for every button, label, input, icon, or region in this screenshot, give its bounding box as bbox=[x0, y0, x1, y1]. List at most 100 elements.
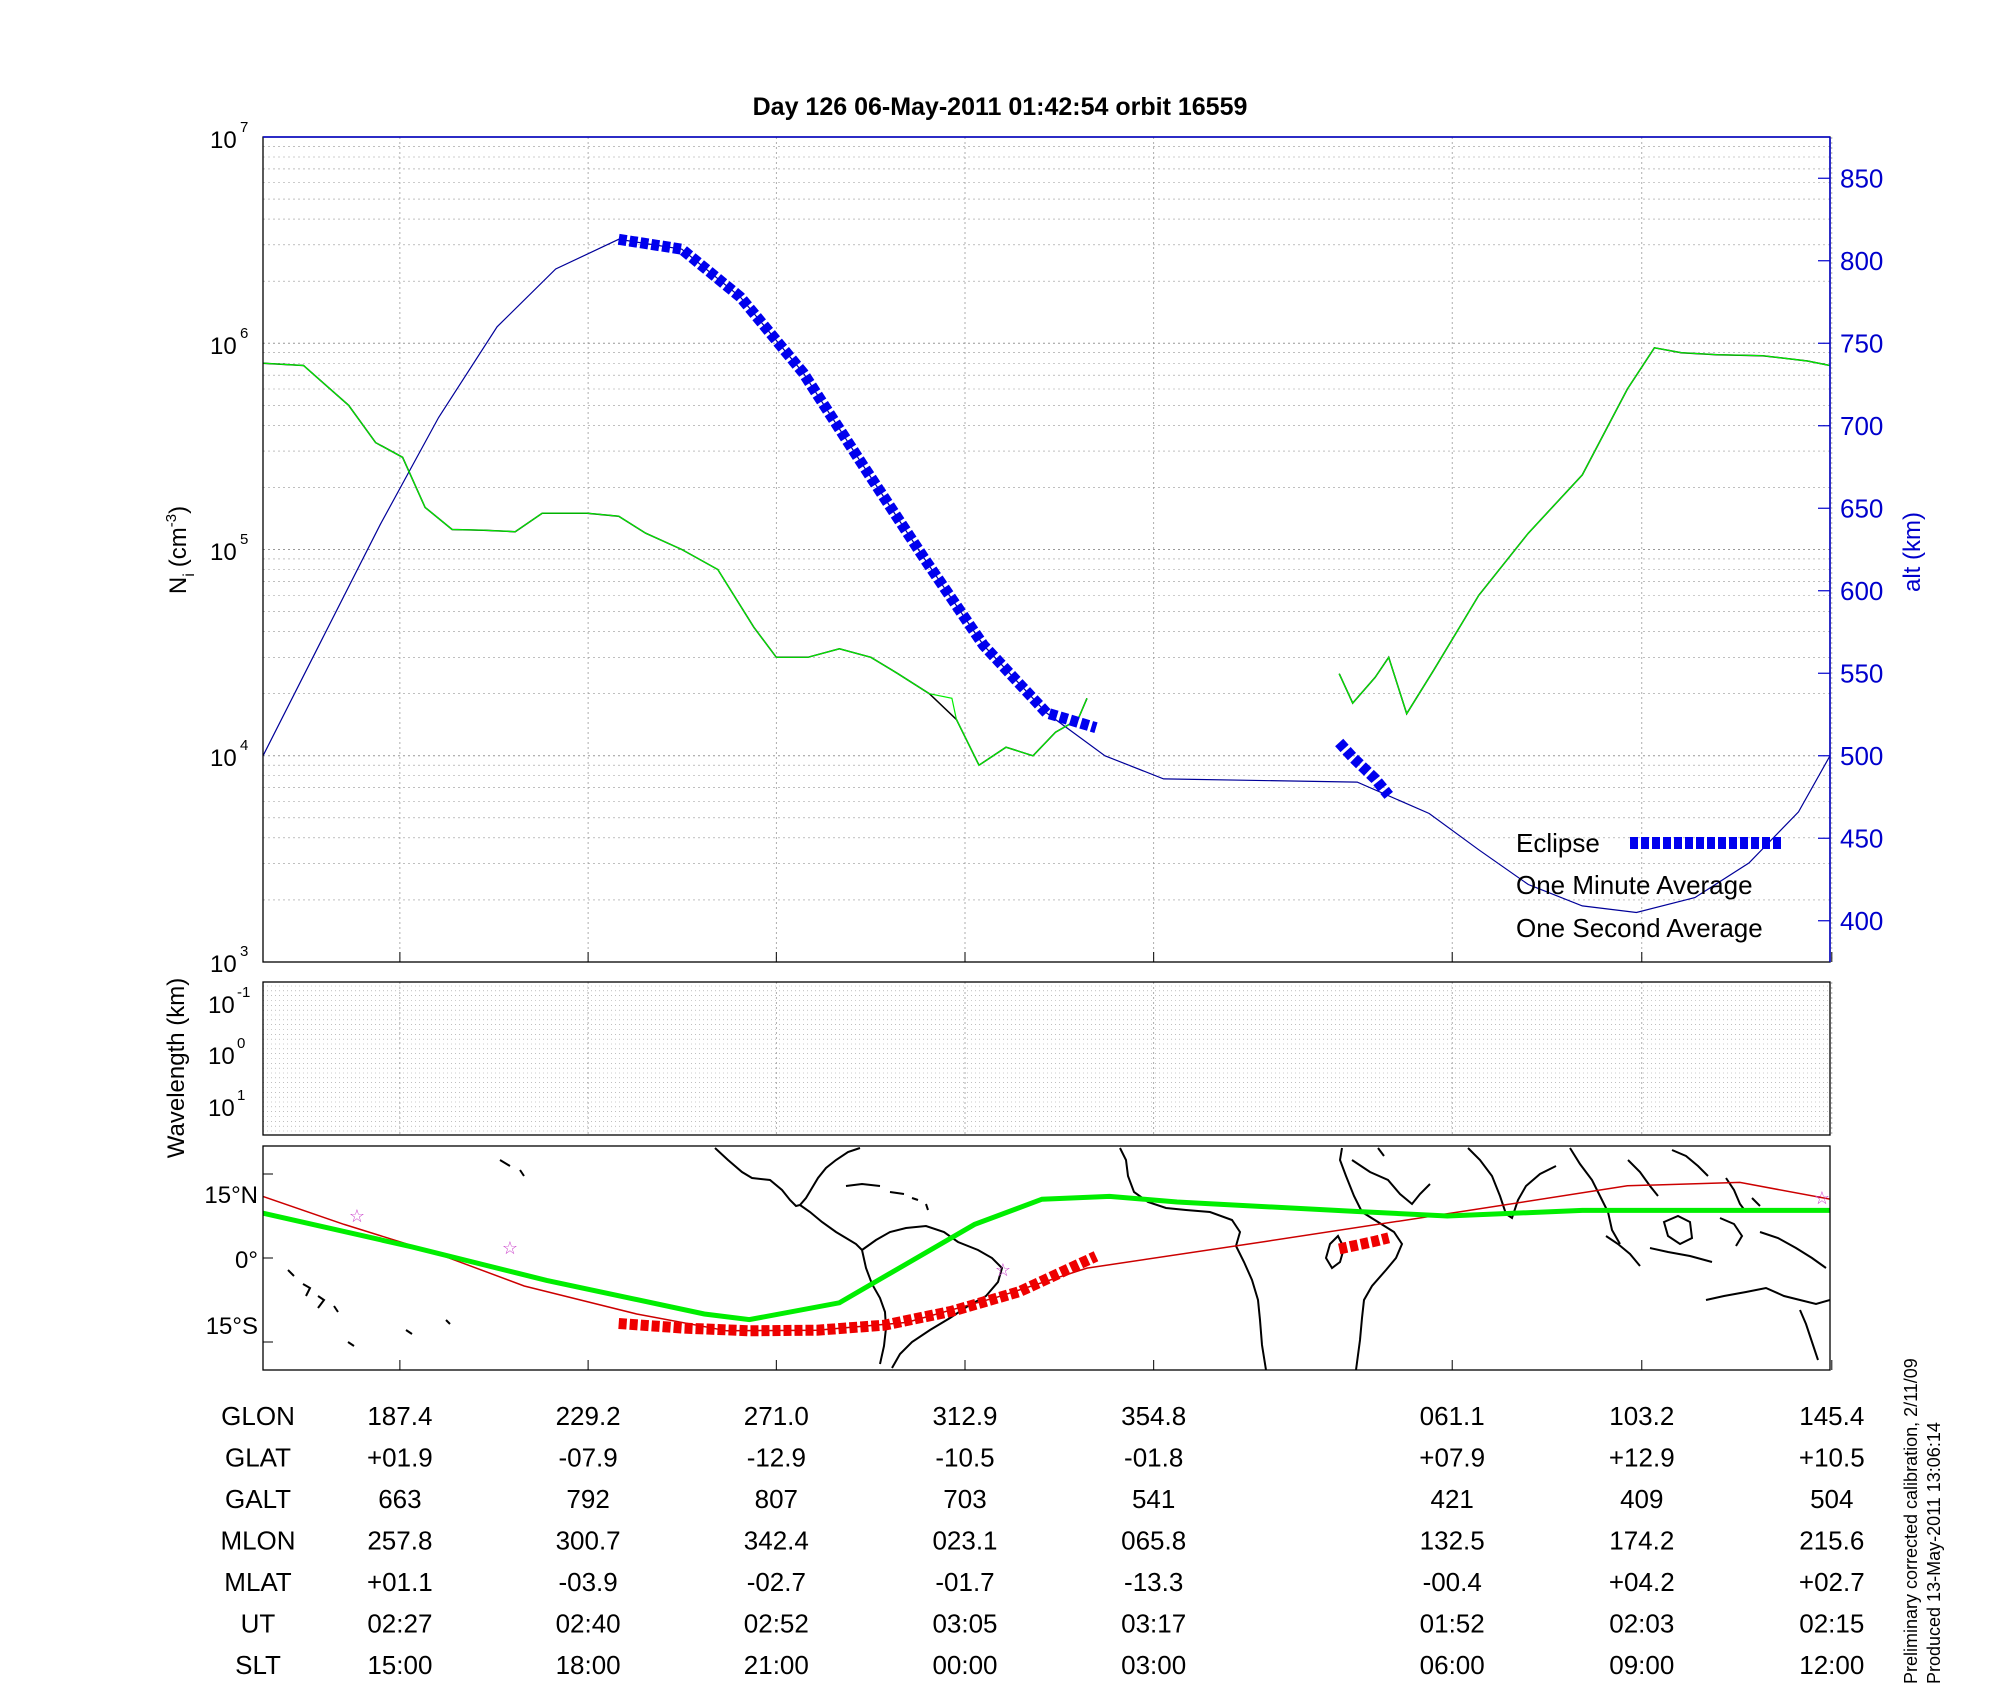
wavelength-y-ticks: 10 -1 10 0 10 1 bbox=[208, 984, 250, 1122]
density-ytick-1e3: 10 3 bbox=[210, 943, 248, 978]
table-cell: 421 bbox=[1431, 1484, 1474, 1514]
table-cell: 215.6 bbox=[1799, 1526, 1864, 1556]
table-cell: 02:27 bbox=[367, 1609, 432, 1639]
altitude-tick-label: 550 bbox=[1840, 658, 1883, 688]
svg-text:Ni(cm-3): Ni (cm-3) bbox=[163, 506, 198, 594]
table-cell: 02:15 bbox=[1799, 1609, 1864, 1639]
table-cell: +07.9 bbox=[1419, 1443, 1485, 1473]
table-cell: 257.8 bbox=[367, 1526, 432, 1556]
density-legend: Eclipse One Minute Average One Second Av… bbox=[1516, 828, 1782, 943]
table-cell: 187.4 bbox=[367, 1401, 432, 1431]
star-markers: ☆ ☆ ☆ ☆ bbox=[349, 1188, 1830, 1280]
table-cell: -12.9 bbox=[747, 1443, 806, 1473]
map-frame bbox=[262, 1145, 1831, 1371]
one-second-average-line-segment-1 bbox=[263, 362, 1088, 767]
altitude-axis-label: alt (km) bbox=[1899, 512, 1926, 592]
table-cell: +01.9 bbox=[367, 1443, 433, 1473]
table-cell: 145.4 bbox=[1799, 1401, 1864, 1431]
table-cell: 06:00 bbox=[1420, 1650, 1485, 1680]
table-cell: 103.2 bbox=[1609, 1401, 1674, 1431]
table-cell: 023.1 bbox=[932, 1526, 997, 1556]
table-cell: 703 bbox=[943, 1484, 986, 1514]
table-cell: 541 bbox=[1132, 1484, 1175, 1514]
coastline-australia bbox=[1705, 1286, 1830, 1361]
table-row-label: GLON bbox=[221, 1401, 295, 1431]
star-icon: ☆ bbox=[349, 1206, 365, 1226]
table-cell: 01:52 bbox=[1420, 1609, 1485, 1639]
table-cell: 061.1 bbox=[1420, 1401, 1485, 1431]
table-cell: 065.8 bbox=[1121, 1526, 1186, 1556]
table-cell: -01.8 bbox=[1124, 1443, 1183, 1473]
table-cell: 271.0 bbox=[744, 1401, 809, 1431]
altitude-tick-label: 750 bbox=[1840, 328, 1883, 358]
density-ytick-1e4: 10 4 bbox=[210, 737, 248, 772]
map-ytick-15n: 15°N bbox=[204, 1182, 258, 1209]
star-icon: ☆ bbox=[1814, 1188, 1830, 1208]
legend-eclipse-label: Eclipse bbox=[1516, 828, 1600, 858]
ytick-exponent: 0 bbox=[237, 1035, 245, 1052]
calibration-note: Preliminary corrected calibration, 2/11/… bbox=[1901, 1358, 1921, 1684]
magnetic-equator-line bbox=[263, 1193, 1830, 1323]
altitude-tick-label: 600 bbox=[1840, 576, 1883, 606]
table-cell: 229.2 bbox=[556, 1401, 621, 1431]
table-cell: 504 bbox=[1810, 1484, 1853, 1514]
table-cell: 342.4 bbox=[744, 1526, 809, 1556]
table-cell: -02.7 bbox=[747, 1567, 806, 1597]
table-cell: -00.4 bbox=[1423, 1567, 1482, 1597]
altitude-tick-label: 500 bbox=[1840, 741, 1883, 771]
altitude-tick-label: 850 bbox=[1840, 163, 1883, 193]
table-cell: 02:52 bbox=[744, 1609, 809, 1639]
ytick-base: 10 bbox=[208, 1043, 235, 1070]
one-second-average-line-segment-2 bbox=[1338, 347, 1830, 716]
orbit-data-table: GLON 187.4 229.2 271.0 312.9 354.8 061.1 103.2 1… bbox=[220, 1401, 1864, 1680]
ylabel-close: ) bbox=[165, 506, 192, 514]
table-cell: 12:00 bbox=[1799, 1650, 1864, 1680]
ytick-base: 10 bbox=[210, 539, 237, 566]
ytick-exponent: 5 bbox=[240, 531, 248, 548]
table-row-label: GLAT bbox=[225, 1443, 291, 1473]
altitude-tick-label: 800 bbox=[1840, 246, 1883, 276]
wavelength-ytick-1e-1: 10 -1 bbox=[208, 984, 250, 1019]
density-y-label: Ni (cm-3) bbox=[163, 506, 198, 594]
table-row-label: UT bbox=[241, 1609, 276, 1639]
table-cell: +12.9 bbox=[1609, 1443, 1675, 1473]
legend-second-label: One Second Average bbox=[1516, 913, 1763, 943]
satellite-track-line bbox=[263, 1181, 1830, 1332]
altitude-tick-label: 400 bbox=[1840, 906, 1883, 936]
table-row-label: SLT bbox=[235, 1650, 281, 1680]
coastline-southeast-asia bbox=[1569, 1147, 1709, 1245]
ylabel-sub: i bbox=[181, 573, 198, 577]
star-icon: ☆ bbox=[502, 1238, 518, 1258]
altitude-tick-label: 700 bbox=[1840, 411, 1883, 441]
track-eclipse-segment-2 bbox=[1338, 1232, 1391, 1255]
table-cell: -01.7 bbox=[935, 1567, 994, 1597]
ytick-exponent: 6 bbox=[240, 325, 248, 342]
table-row-label: GALT bbox=[225, 1484, 291, 1514]
altitude-line bbox=[263, 238, 1830, 914]
table-cell: 15:00 bbox=[367, 1650, 432, 1680]
map-panel: ☆ ☆ ☆ ☆ 15°N 0° 15°S bbox=[204, 1145, 1833, 1371]
coastline-south-america bbox=[861, 1224, 1004, 1369]
density-ytick-1e7: 10 7 bbox=[210, 119, 248, 154]
ytick-exponent: 4 bbox=[240, 737, 248, 754]
ylabel-unit: (cm bbox=[165, 527, 192, 567]
figure-title: Day 126 06-May-2011 01:42:54 orbit 16559 bbox=[753, 93, 1248, 121]
table-cell: 03:00 bbox=[1121, 1650, 1186, 1680]
density-panel: 10 3 10 4 10 5 10 6 10 7 Ni (cm-3) bbox=[163, 119, 1926, 978]
wavelength-ytick-1e0: 10 0 bbox=[208, 1035, 245, 1070]
altitude-tick-label: 650 bbox=[1840, 493, 1883, 523]
ytick-base: 10 bbox=[210, 951, 237, 978]
table-cell: 132.5 bbox=[1420, 1526, 1485, 1556]
map-grid bbox=[263, 1173, 1833, 1370]
table-cell: +04.2 bbox=[1609, 1567, 1675, 1597]
table-cell: 663 bbox=[378, 1484, 421, 1514]
map-ytick-0: 0° bbox=[235, 1247, 258, 1274]
table-cell: 174.2 bbox=[1609, 1526, 1674, 1556]
table-cell: 21:00 bbox=[744, 1650, 809, 1680]
altitude-y-ticks: 400 450 500 550 600 650 700 750 800 850 bbox=[1818, 163, 1883, 936]
eclipse-marker-segment-1 bbox=[617, 233, 1098, 733]
density-y-ticks: 10 3 10 4 10 5 10 6 10 7 bbox=[210, 119, 248, 978]
table-cell: -03.9 bbox=[558, 1567, 617, 1597]
table-cell: 09:00 bbox=[1609, 1650, 1674, 1680]
table-row-label: MLAT bbox=[224, 1567, 292, 1597]
